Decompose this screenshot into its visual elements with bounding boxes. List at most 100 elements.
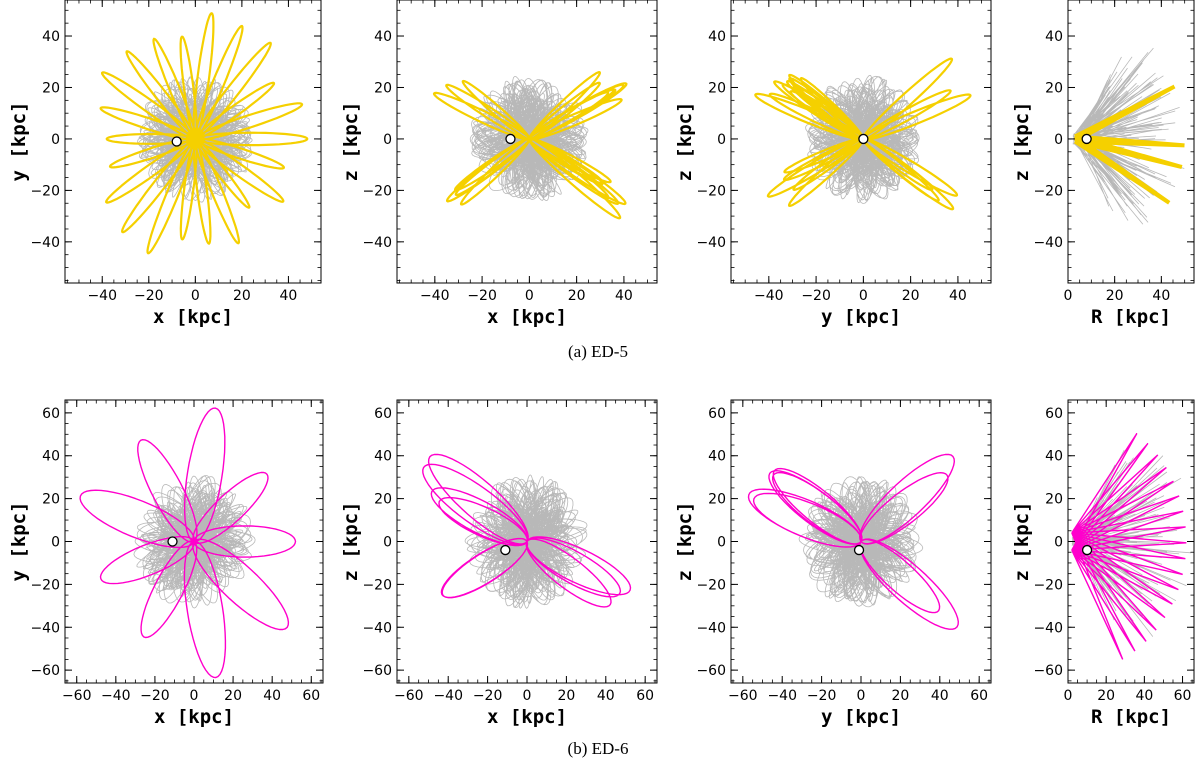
x-tick-label: 0	[191, 288, 200, 304]
x-tick-label: −20	[807, 688, 837, 704]
panel-ed-5-x-y: −40 −20 0 20 40 −40 −20 0 20 40 x [kpc] y [kpc]	[8, 0, 322, 328]
panel-ed-5-x-z: −40 −20 0 20 40 −40 −20 0 20 40 x [kpc] z [kpc]	[340, 0, 658, 328]
x-axis-label: R [kpc]	[1091, 706, 1171, 728]
x-tick-label: −40	[767, 688, 797, 704]
y-axis-label: z [kpc]	[1011, 501, 1033, 581]
plot-frame	[1067, 0, 1195, 284]
x-axis-label: x [kpc]	[154, 706, 234, 728]
panel-ed-6-y-z: −60 −40 −20 0 20 40 60 −60 −40 −20 0 20 40 60 y [kpc] z…	[674, 399, 992, 728]
background-orbits	[133, 475, 256, 609]
sun-marker	[167, 536, 178, 547]
x-tick-label: −20	[473, 688, 503, 704]
y-tick-label: −40	[362, 620, 392, 636]
x-tick-label: 0	[190, 688, 199, 704]
y-tick-label: −20	[30, 183, 60, 199]
y-tick-label: −20	[696, 577, 726, 593]
x-tick-label: −40	[754, 288, 784, 304]
y-tick-label: −40	[30, 620, 60, 636]
y-tick-label: −60	[696, 663, 726, 679]
sun-marker	[171, 136, 182, 147]
x-tick-label: −60	[728, 688, 758, 704]
x-tick-label: −40	[101, 688, 131, 704]
y-tick-label: 0	[1054, 535, 1063, 551]
y-tick-label: −20	[696, 183, 726, 199]
plot-frame	[730, 0, 992, 284]
y-tick-label: −40	[362, 235, 392, 251]
x-tick-label: 20	[1106, 288, 1124, 304]
x-tick-label: 0	[1064, 688, 1073, 704]
y-tick-label: −20	[362, 577, 392, 593]
y-tick-label: 40	[708, 29, 726, 45]
x-tick-label: −20	[801, 288, 831, 304]
x-tick-label: 40	[1152, 288, 1170, 304]
highlight-orbit	[747, 453, 959, 630]
caption-ed6: (b) ED-6	[568, 739, 629, 758]
x-tick-label: 40	[263, 688, 281, 704]
y-tick-label: −40	[1033, 235, 1063, 251]
x-tick-label: −20	[467, 288, 497, 304]
x-tick-label: −60	[62, 688, 92, 704]
highlight-orbit	[1073, 84, 1185, 205]
y-tick-label: 20	[374, 492, 392, 508]
y-tick-label: −20	[30, 577, 60, 593]
x-axis-label: x [kpc]	[487, 306, 567, 328]
y-tick-label: −40	[1033, 620, 1063, 636]
sun-marker	[853, 544, 865, 556]
x-tick-label: 0	[1064, 288, 1073, 304]
x-axis-label: x [kpc]	[487, 706, 567, 728]
y-tick-label: 20	[42, 492, 60, 508]
x-tick-label: 20	[224, 688, 242, 704]
x-tick-label: 0	[859, 288, 868, 304]
x-tick-label: 40	[615, 288, 633, 304]
y-tick-label: 60	[42, 406, 60, 422]
sun-marker	[858, 133, 869, 145]
y-axis-label: z [kpc]	[674, 101, 696, 181]
x-tick-label: 40	[280, 288, 298, 304]
y-axis-label: z [kpc]	[340, 501, 362, 581]
y-tick-label: 20	[1045, 80, 1063, 96]
highlight-orbit	[432, 71, 628, 220]
sun-marker	[1081, 133, 1092, 145]
y-tick-label: 0	[51, 132, 60, 148]
y-tick-label: 0	[383, 132, 392, 148]
y-tick-label: −40	[30, 235, 60, 251]
highlight-orbit	[99, 12, 309, 255]
y-tick-label: −40	[696, 235, 726, 251]
y-tick-label: −20	[362, 183, 392, 199]
x-tick-label: −40	[433, 688, 463, 704]
y-tick-label: 0	[717, 535, 726, 551]
x-tick-label: −20	[140, 688, 170, 704]
x-axis-label: R [kpc]	[1091, 306, 1171, 328]
x-axis-label: y [kpc]	[821, 706, 901, 728]
background-orbits	[798, 476, 924, 608]
y-tick-label: 40	[42, 29, 60, 45]
caption-ed5: (a) ED-5	[568, 342, 628, 361]
panel-ed-5-y-z: −40 −20 0 20 40 −40 −20 0 20 40 y [kpc] z [kpc]	[674, 0, 992, 328]
y-tick-label: 0	[383, 535, 392, 551]
y-tick-label: 60	[1045, 406, 1063, 422]
y-axis-label: z [kpc]	[340, 101, 362, 181]
x-tick-label: 40	[949, 288, 967, 304]
x-tick-label: 20	[891, 688, 909, 704]
x-tick-label: 40	[597, 688, 615, 704]
y-tick-label: 0	[51, 535, 60, 551]
panel-ed-5-r-z: 0 20 40 −40 −20 0 20 40 R [kpc] z [kpc]	[1011, 0, 1195, 328]
x-tick-label: −40	[420, 288, 450, 304]
x-tick-label: 20	[902, 288, 920, 304]
y-tick-label: 0	[717, 132, 726, 148]
y-tick-label: 40	[42, 449, 60, 465]
x-tick-label: 0	[857, 688, 866, 704]
y-axis-label: y [kpc]	[8, 501, 30, 581]
x-tick-label: 20	[557, 688, 575, 704]
x-tick-label: 0	[523, 688, 532, 704]
sun-marker	[1081, 544, 1093, 556]
sun-marker	[500, 544, 511, 556]
y-tick-label: 20	[708, 492, 726, 508]
highlight-orbit	[1071, 433, 1187, 660]
y-tick-label: 40	[374, 29, 392, 45]
x-tick-label: −20	[134, 288, 164, 304]
y-tick-label: −60	[30, 663, 60, 679]
y-tick-label: 20	[42, 80, 60, 96]
